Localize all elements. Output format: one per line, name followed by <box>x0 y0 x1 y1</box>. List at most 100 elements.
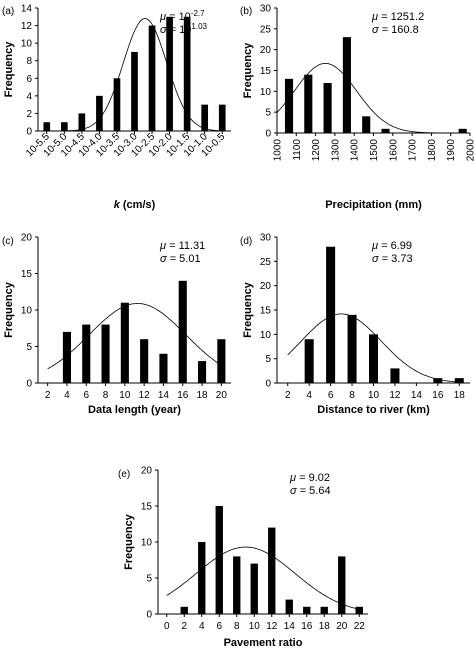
x-tick-label: 10 <box>249 621 261 632</box>
bar <box>342 37 351 133</box>
mu-text: μ = 9.02 <box>289 472 330 484</box>
x-tick-label: 1400 <box>350 139 361 162</box>
bar <box>120 302 129 383</box>
x-tick-label: 1300 <box>330 139 341 162</box>
y-axis-label: Frequency <box>3 281 15 338</box>
x-axis-label: Precipitation (mm) <box>325 199 422 211</box>
x-tick-label: 1500 <box>369 139 380 162</box>
fit-curve <box>47 302 222 370</box>
mu-text: μ = 1251.2 <box>371 11 424 23</box>
x-tick-label: 1200 <box>311 139 322 162</box>
x-axis-label: Data length (year) <box>88 404 181 416</box>
x-tick-label: 1000 <box>273 139 284 162</box>
x-tick-label: 1800 <box>427 139 438 162</box>
bar <box>458 128 467 133</box>
bar <box>166 16 173 132</box>
bar <box>433 378 443 383</box>
x-tick-label: 4 <box>64 390 70 401</box>
x-tick-label: 22 <box>354 621 366 632</box>
x-tick-label: 8 <box>234 621 240 632</box>
bar <box>198 542 206 614</box>
bar <box>326 246 336 383</box>
x-tick-label: 1700 <box>408 139 419 162</box>
x-tick-label: 14 <box>158 390 170 401</box>
y-tick-label: 15 <box>260 306 272 317</box>
y-tick-label: 0 <box>146 610 152 621</box>
bar <box>159 353 168 383</box>
y-tick-label: 4 <box>26 91 32 102</box>
bar <box>131 51 138 131</box>
x-tick-label: 10 <box>119 390 131 401</box>
y-tick-label: 0 <box>26 127 32 138</box>
y-tick-label: 5 <box>265 354 271 365</box>
panel-c: (c) 0 5 10 15 20 Frequency 2 4 6 8 10 12 14 16 18 20 Data… <box>2 233 231 416</box>
y-tick-label: 10 <box>141 538 153 549</box>
y-tick-label: 25 <box>260 24 272 35</box>
x-tick-label: 2 <box>181 621 187 632</box>
panel-label: (a) <box>2 6 14 17</box>
y-tick-label: 10 <box>21 39 33 50</box>
bar <box>197 361 207 383</box>
bar <box>338 556 346 614</box>
bar <box>368 334 379 383</box>
x-tick-label: 18 <box>196 390 208 401</box>
y-tick-label: 30 <box>260 233 272 244</box>
fit-curve <box>38 18 232 132</box>
x-tick-label: 18 <box>319 621 331 632</box>
y-tick-label: 20 <box>141 466 153 477</box>
y-tick-label: 5 <box>26 342 32 353</box>
x-axis-label: Distance to river (km) <box>317 404 430 416</box>
x-tick-label: 6 <box>328 390 334 401</box>
sigma-text: σ = 5.01 <box>160 253 201 265</box>
x-tick-label: 2 <box>285 390 291 401</box>
mu-text: μ = 11.31 <box>159 240 205 252</box>
bar <box>362 116 371 133</box>
y-tick-label: 12 <box>21 21 33 32</box>
fit-curve <box>287 313 460 383</box>
bar <box>304 339 314 383</box>
panel-label: (e) <box>118 469 130 480</box>
x-tick-label: 4 <box>306 390 312 401</box>
x-tick-label: 1100 <box>292 139 303 161</box>
y-tick-label: 10 <box>260 330 272 341</box>
bar <box>43 122 51 131</box>
x-tick-label: 16 <box>177 390 189 401</box>
x-axis-label: Pavement ratio <box>224 637 303 649</box>
y-tick-label: 2 <box>26 109 32 120</box>
panel-d: (d) 0 5 10 15 20 25 30 Frequency 2 4 6 8 10 12 14 16 18 Di… <box>240 233 470 416</box>
x-tick-label: 8 <box>103 390 109 401</box>
y-axis-label: Frequency <box>123 513 135 570</box>
bar <box>323 83 332 133</box>
x-tick-label: 14 <box>411 390 423 401</box>
bar <box>62 331 72 383</box>
x-tick-label: 1600 <box>388 139 399 162</box>
y-tick-label: 0 <box>265 379 271 390</box>
bar <box>215 506 223 614</box>
x-tick-label: 18 <box>454 390 466 401</box>
x-tick-label: 10 <box>368 390 380 401</box>
bar <box>183 16 191 132</box>
x-tick-label: 6 <box>83 390 89 401</box>
x-tick-label: 2 <box>45 390 51 401</box>
x-tick-label: 14 <box>284 621 296 632</box>
bar <box>284 78 294 133</box>
bar <box>304 74 313 133</box>
x-tick-label: 1900 <box>446 139 457 162</box>
sigma-text: σ = 3.73 <box>372 253 413 265</box>
bar <box>233 556 241 614</box>
x-tick-label: 12 <box>389 390 401 401</box>
sigma-text: σ = 160.8 <box>372 24 419 36</box>
x-tick-label: 20 <box>336 621 348 632</box>
mu-text: μ = 6.99 <box>371 240 412 252</box>
bar <box>218 104 226 131</box>
bar <box>217 339 226 383</box>
bar <box>320 606 328 614</box>
bar <box>180 606 188 614</box>
x-tick-label: 16 <box>432 390 444 401</box>
y-tick-label: 0 <box>26 379 32 390</box>
bar <box>82 324 91 383</box>
y-tick-label: 20 <box>260 45 272 56</box>
